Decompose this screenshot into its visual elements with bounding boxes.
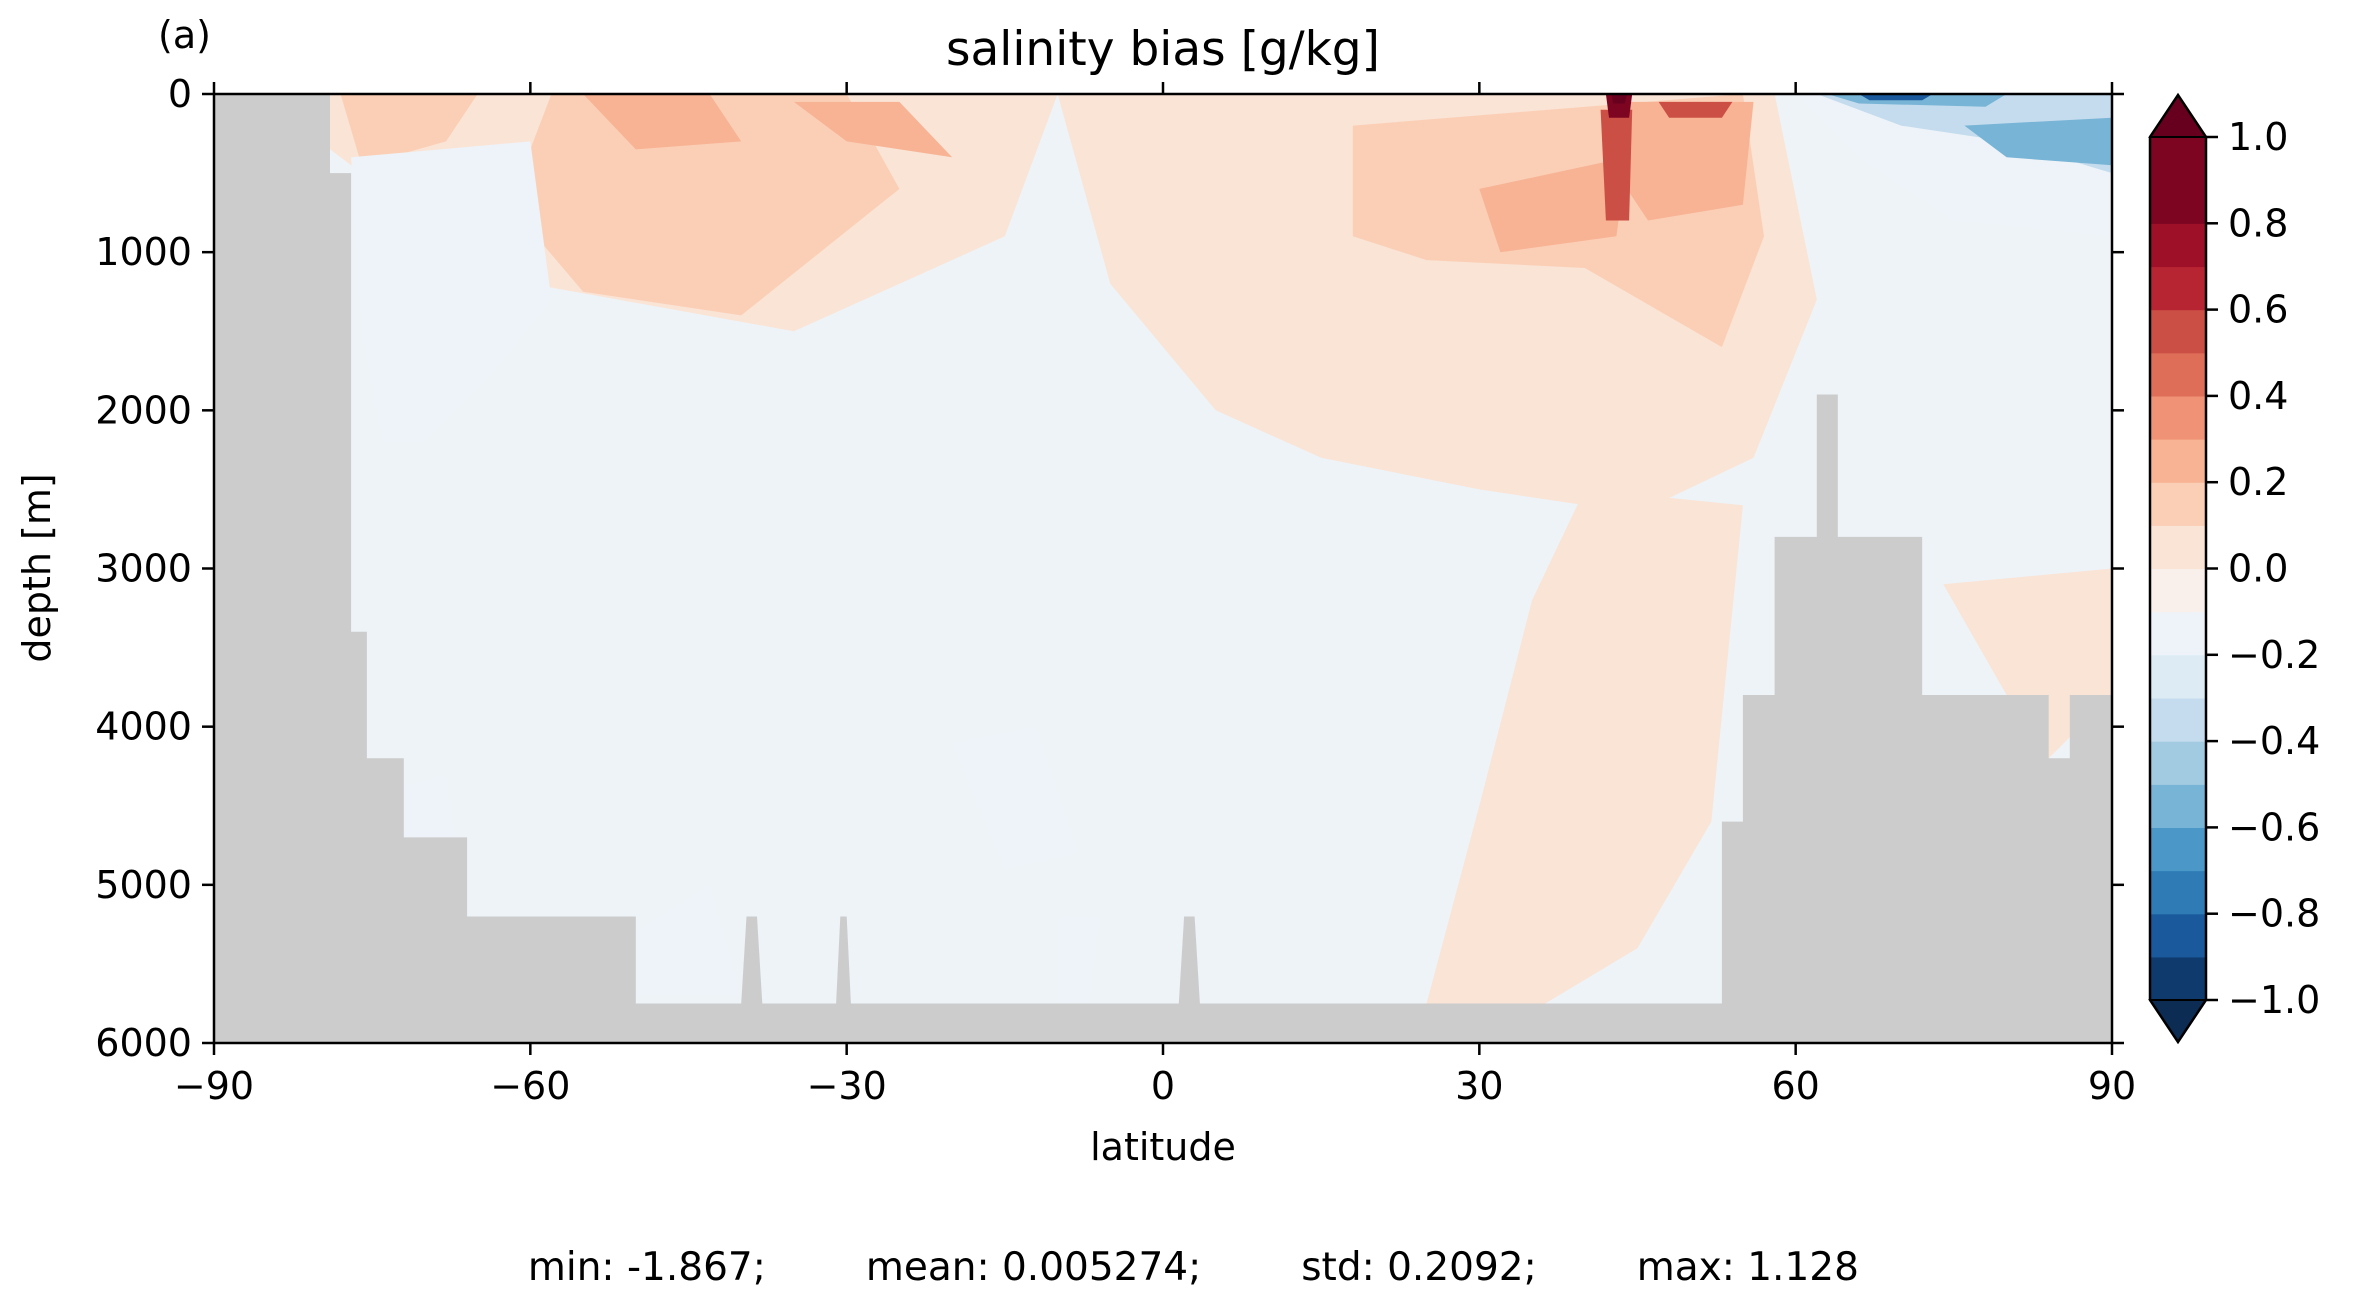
colorbar-tick-label: −0.8 [2228, 892, 2320, 936]
field-patch [1057, 916, 1100, 1004]
field-patch [1616, 101, 1754, 221]
colorbar-segment [2150, 439, 2206, 483]
colorbar-segment [2150, 568, 2206, 613]
field-patch [1611, 94, 1627, 104]
panel-label: (a) [158, 13, 211, 57]
colorbar-segment [2150, 309, 2206, 354]
field-patch [1858, 94, 1933, 101]
field-patch [583, 94, 742, 150]
stat-std: std: 0.2092; [1301, 1245, 1537, 1290]
colorbar-segment [2150, 870, 2206, 915]
x-tick-label: −90 [174, 1064, 254, 1108]
chart-title: salinity bias [g/kg] [946, 22, 1380, 77]
colorbar-tick-label: 0.0 [2228, 547, 2288, 591]
plot-area [214, 94, 2112, 1043]
colorbar: 1.0 0.8 0.6 0.4 0.2 0.0 −0.2 −0.4 −0.6 −0.8 −1.0 [2148, 92, 2320, 1045]
field-patch [952, 726, 1079, 869]
colorbar-segment [2150, 352, 2206, 397]
x-tick-label: 0 [1151, 1064, 1175, 1108]
field-patch [1479, 157, 1627, 253]
x-tick-label: 30 [1455, 1064, 1503, 1108]
colorbar-segment [2150, 741, 2206, 785]
colorbar-segment [2150, 784, 2206, 828]
field-patch [793, 101, 953, 158]
colorbar-segment [2150, 137, 2206, 224]
field-patch [509, 94, 900, 316]
y-tick-label: 1000 [95, 230, 192, 274]
x-tick-label: −60 [490, 1064, 570, 1108]
stat-mean: mean: 0.005274; [865, 1245, 1202, 1290]
stat-max: max: 1.128 [1636, 1245, 1859, 1290]
colorbar-tick-label: 0.8 [2228, 201, 2288, 245]
field-patch [1658, 101, 1733, 118]
land-mask [214, 94, 2112, 1043]
colorbar-segment [2150, 827, 2206, 872]
colorbar-segment [2150, 266, 2206, 311]
y-tick-label: 6000 [95, 1021, 192, 1065]
land-mask-region [741, 916, 763, 1004]
colorbar-tick-label: −0.6 [2228, 805, 2320, 849]
x-tick-label: 90 [2088, 1064, 2136, 1108]
colorbar-tick-label: −0.4 [2228, 719, 2320, 763]
land-mask-region [836, 916, 851, 1004]
colorbar-segment [2150, 223, 2206, 268]
field-patch [1600, 109, 1633, 221]
salinity-field [319, 94, 2112, 1012]
colorbar-extend-min [2148, 999, 2208, 1044]
y-tick-label: 0 [168, 72, 192, 116]
colorbar-tick-label: −1.0 [2228, 978, 2320, 1022]
field-patch [340, 94, 478, 166]
colorbar-tick-label: 1.0 [2228, 115, 2288, 159]
colorbar-segment [2150, 395, 2206, 440]
y-axis: 0 1000 2000 3000 4000 5000 6000 [95, 72, 2124, 1065]
field-patch [1426, 489, 1743, 1012]
y-tick-label: 3000 [95, 547, 192, 591]
y-tick-label: 5000 [95, 863, 192, 907]
colorbar-segment [2150, 697, 2206, 742]
x-axis-label: latitude [1090, 1125, 1236, 1169]
field-patch [1964, 117, 2112, 166]
x-axis: −90 −60 −30 0 30 60 90 [174, 82, 2136, 1108]
colorbar-segment [2150, 654, 2206, 699]
colorbar-segment [2150, 611, 2206, 656]
y-tick-label: 4000 [95, 705, 192, 749]
land-mask-region [1178, 916, 1200, 1004]
colorbar-segment [2150, 913, 2206, 958]
x-tick-label: 60 [1771, 1064, 1819, 1108]
stat-min: min: -1.867; [527, 1245, 766, 1290]
field-patch [1816, 94, 2112, 174]
field-patch [351, 141, 552, 442]
colorbar-tick-label: 0.4 [2228, 374, 2288, 418]
y-axis-label: depth [m] [15, 473, 59, 662]
colorbar-extend-max [2148, 93, 2208, 138]
stats-line: min: -1.867; mean: 0.005274; std: 0.2092; m… [0, 1200, 2362, 1290]
field-patch [635, 884, 742, 996]
colorbar-segment [2150, 525, 2206, 570]
colorbar-tick-label: −0.2 [2228, 633, 2320, 677]
figure: (a) salinity bias [g/kg] −90 −60 −30 0 30 60 9… [15, 13, 2320, 1169]
x-tick-label: −30 [807, 1064, 887, 1108]
colorbar-segment [2150, 956, 2206, 1001]
land-mask-region [214, 94, 2112, 1043]
colorbar-tick-label: 0.6 [2228, 288, 2288, 332]
colorbar-tick-label: 0.2 [2228, 460, 2288, 504]
y-tick-label: 2000 [95, 388, 192, 432]
colorbar-segment [2150, 482, 2206, 526]
